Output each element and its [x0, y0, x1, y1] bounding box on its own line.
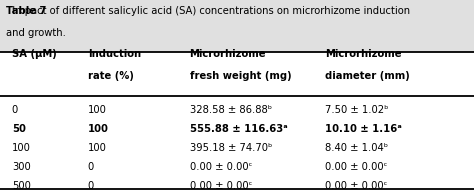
Text: 0.00 ± 0.00ᶜ: 0.00 ± 0.00ᶜ	[190, 162, 252, 173]
Text: 8.40 ± 1.04ᵇ: 8.40 ± 1.04ᵇ	[325, 143, 388, 154]
Text: 10.10 ± 1.16ᵃ: 10.10 ± 1.16ᵃ	[325, 124, 401, 135]
Text: 100: 100	[88, 124, 109, 135]
Text: Table 7: Table 7	[6, 6, 46, 16]
Text: 0: 0	[88, 162, 94, 173]
Text: SA (μM): SA (μM)	[12, 49, 56, 59]
Text: 0: 0	[12, 105, 18, 116]
Text: and growth.: and growth.	[6, 28, 65, 38]
Text: Impact of different salicylic acid (SA) concentrations on microrhizome induction: Impact of different salicylic acid (SA) …	[6, 6, 410, 16]
Text: 0: 0	[88, 181, 94, 190]
Text: 100: 100	[12, 143, 31, 154]
Text: 0.00 ± 0.00ᶜ: 0.00 ± 0.00ᶜ	[325, 162, 387, 173]
Text: 0.00 ± 0.00ᶜ: 0.00 ± 0.00ᶜ	[190, 181, 252, 190]
FancyBboxPatch shape	[0, 52, 474, 190]
Text: 300: 300	[12, 162, 31, 173]
Text: 7.50 ± 1.02ᵇ: 7.50 ± 1.02ᵇ	[325, 105, 388, 116]
Text: Microrhizome: Microrhizome	[190, 49, 266, 59]
Text: 555.88 ± 116.63ᵃ: 555.88 ± 116.63ᵃ	[190, 124, 287, 135]
Text: fresh weight (mg): fresh weight (mg)	[190, 71, 291, 81]
Text: 500: 500	[12, 181, 31, 190]
Text: diameter (mm): diameter (mm)	[325, 71, 410, 81]
Text: rate (%): rate (%)	[88, 71, 134, 81]
Text: Microrhizome: Microrhizome	[325, 49, 401, 59]
Text: 100: 100	[88, 143, 107, 154]
Text: 100: 100	[88, 105, 107, 116]
Text: 395.18 ± 74.70ᵇ: 395.18 ± 74.70ᵇ	[190, 143, 272, 154]
Text: 328.58 ± 86.88ᵇ: 328.58 ± 86.88ᵇ	[190, 105, 272, 116]
Text: 50: 50	[12, 124, 26, 135]
Text: 0.00 ± 0.00ᶜ: 0.00 ± 0.00ᶜ	[325, 181, 387, 190]
Text: Induction: Induction	[88, 49, 141, 59]
